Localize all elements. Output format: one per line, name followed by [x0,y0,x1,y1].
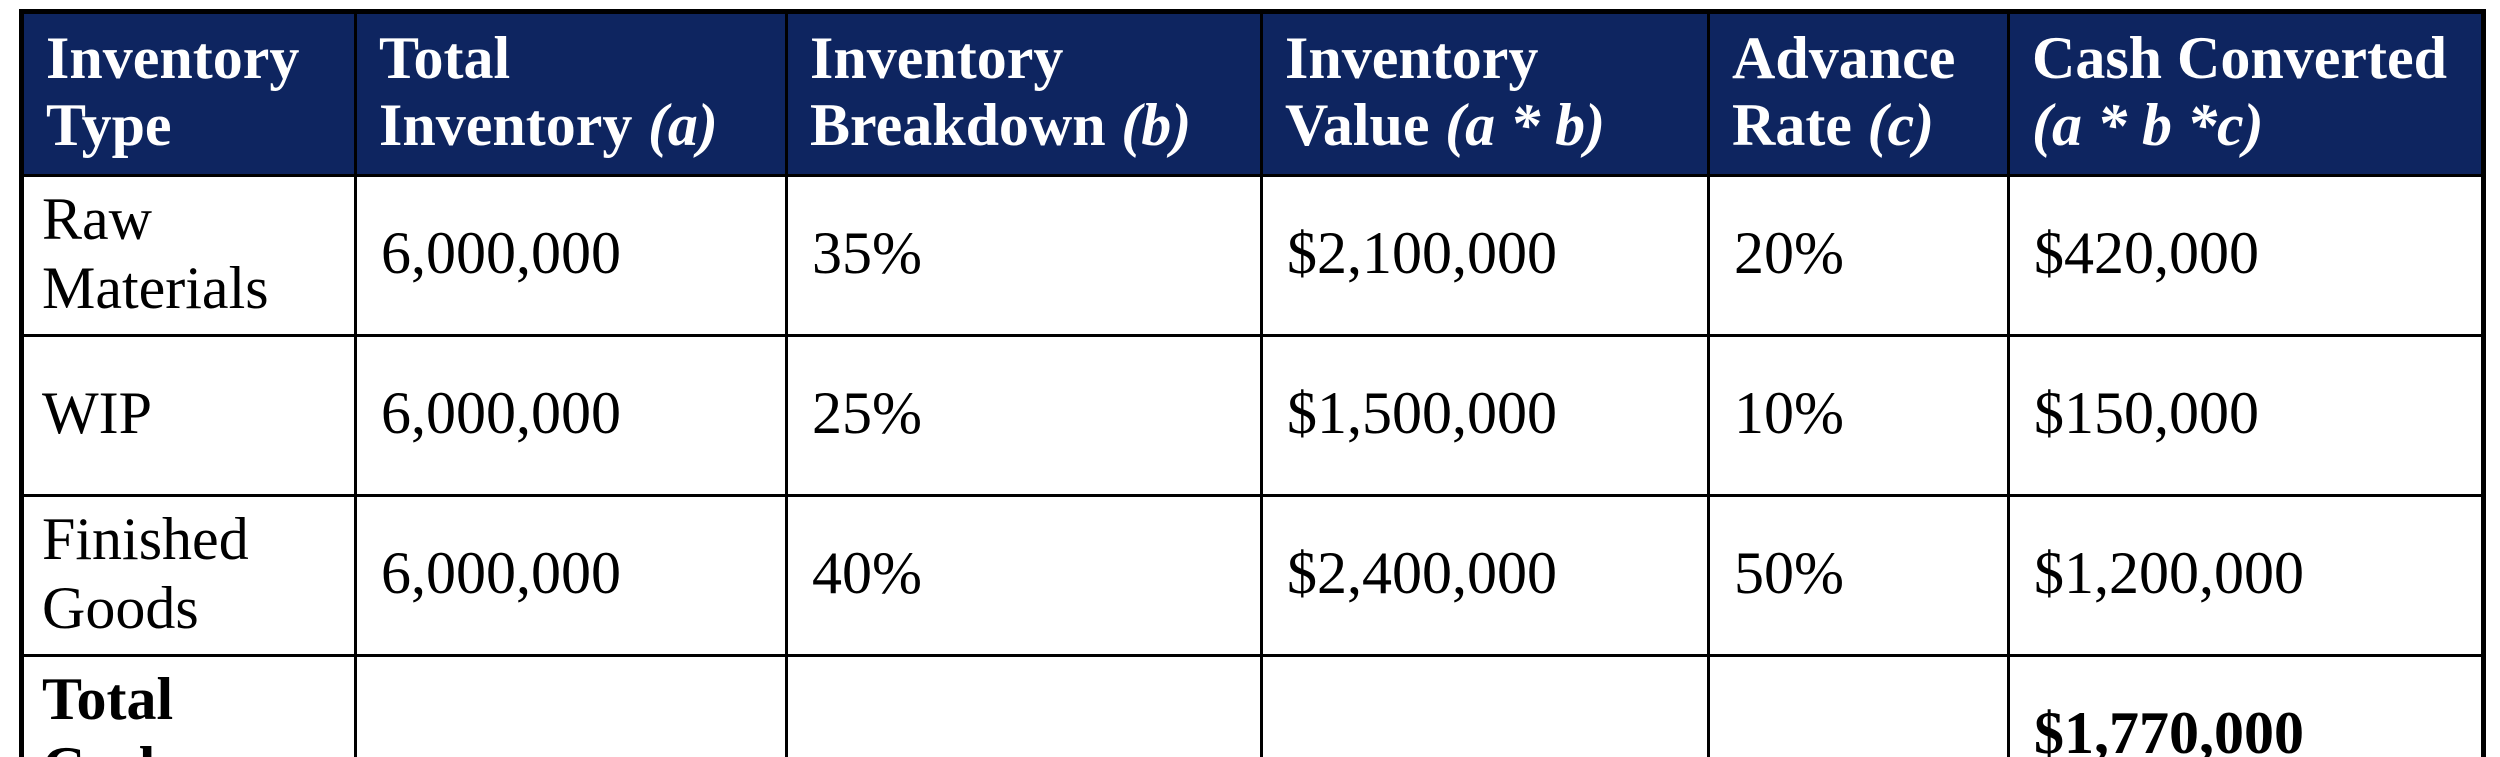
cell-text: Raw [42,185,152,252]
header-total-inventory: Total Inventory (a) [354,10,788,177]
cell-inventory-type: WIP [20,334,357,497]
header-line2: Rate [1732,92,1852,158]
header-line1: Advance [1732,25,1956,91]
header-inventory-breakdown: Inventory Breakdown (b) [785,10,1263,177]
table-row-finished-goods: Finished Goods 6,000,000 40% $2,400,000 … [20,494,2485,657]
header-line1: Inventory [1285,25,1539,91]
header-advance-rate: Advance Rate (c) [1707,10,2010,177]
header-formula: (b) [1121,92,1192,158]
cell-inventory-type: Raw Materials [20,174,357,337]
cell-text: Total [42,665,174,732]
cell-inventory-type: Total Cash [20,654,357,757]
cell-total-inventory: 6,000,000 [354,494,788,657]
cell-inventory-breakdown: 25% [785,334,1263,497]
header-formula: (a * b *c) [2032,92,2264,158]
header-formula: (a) [647,92,718,158]
cell-cash-converted: $150,000 [2007,334,2485,497]
header-cash-converted: Cash Converted (a * b *c) [2007,10,2485,177]
header-formula: (c) [1867,92,1935,158]
table-row-total-cash: Total Cash $1,770,000 [20,654,2485,757]
cell-text: Finished [42,505,249,572]
cell-text: Cash [42,734,344,757]
cell-text: Goods [42,574,199,641]
table-header-row: Inventory Type Total Inventory (a) Invent… [20,10,2485,177]
cell-cash-converted: $420,000 [2007,174,2485,337]
cell-advance-rate: 10% [1707,334,2010,497]
cell-inventory-breakdown: 40% [785,494,1263,657]
cell-cash-converted: $1,770,000 [2007,654,2485,757]
table-row-raw-materials: Raw Materials 6,000,000 35% $2,100,000 2… [20,174,2485,337]
header-inventory-value: Inventory Value (a * b) [1260,10,1710,177]
cell-inventory-type: Finished Goods [20,494,357,657]
inventory-table: Inventory Type Total Inventory (a) Invent… [19,9,2486,757]
cell-advance-rate [1707,654,2010,757]
header-formula: (a * b) [1445,92,1606,158]
table-row-wip: WIP 6,000,000 25% $1,500,000 10% $150,00… [20,334,2485,497]
cell-cash-converted: $1,200,000 [2007,494,2485,657]
header-inventory-type: Inventory Type [20,10,357,177]
cell-inventory-value: $1,500,000 [1260,334,1710,497]
header-line1: Inventory [46,25,300,91]
cell-text: WIP [42,380,152,446]
header-line2: Type [46,92,172,158]
header-line1: Inventory [810,25,1064,91]
cell-inventory-value: $2,100,000 [1260,174,1710,337]
header-line1: Total [379,25,511,91]
cell-total-inventory [354,654,788,757]
header-line2: Breakdown [810,92,1106,158]
cell-inventory-value: $2,400,000 [1260,494,1710,657]
cell-inventory-value [1260,654,1710,757]
cell-total-inventory: 6,000,000 [354,334,788,497]
cell-total-inventory: 6,000,000 [354,174,788,337]
cell-inventory-breakdown: 35% [785,174,1263,337]
cell-advance-rate: 50% [1707,494,2010,657]
header-line1: Cash Converted [2032,25,2447,91]
cell-inventory-breakdown [785,654,1263,757]
cell-text: Materials [42,254,269,321]
cell-advance-rate: 20% [1707,174,2010,337]
header-line2: Inventory [379,92,633,158]
header-line2: Value [1285,92,1430,158]
